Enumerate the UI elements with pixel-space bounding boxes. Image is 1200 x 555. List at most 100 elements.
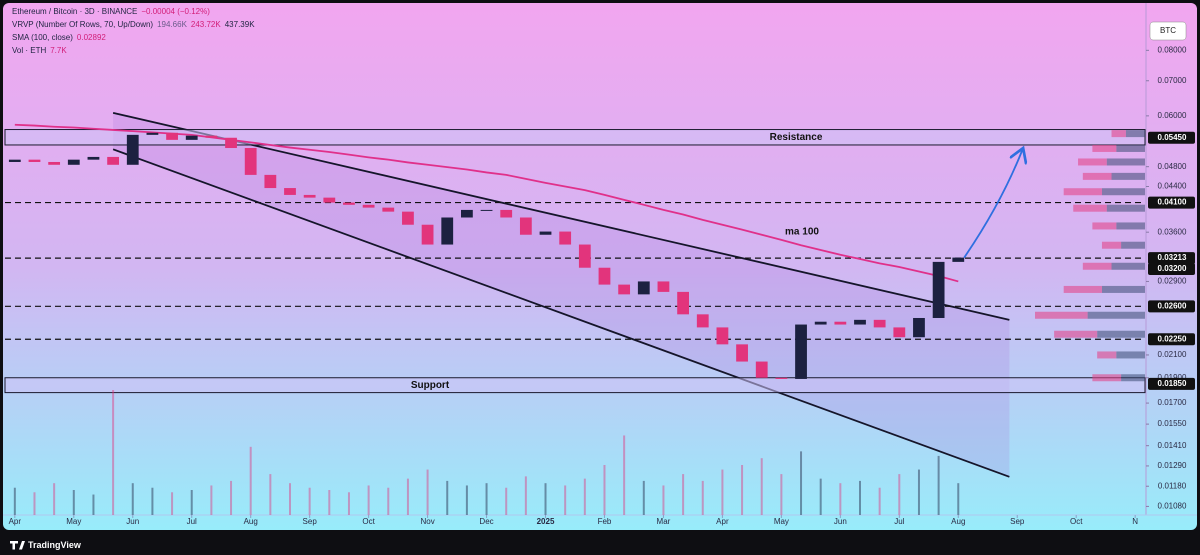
projection-arrow [963,148,1023,259]
volume-bar [53,483,56,515]
profile-down [1063,188,1102,196]
candle-body [185,135,198,140]
volume-bar [171,492,174,515]
volume-bar [583,478,586,515]
candle-body [598,267,611,285]
candle-body [461,209,473,218]
profile-up [1116,351,1145,359]
volume-bar [780,474,783,515]
channel-line [112,111,1010,321]
channel-line [112,148,1010,478]
candle-body [854,319,866,325]
volume-bar [367,485,370,515]
candle-body [67,159,80,165]
profile-down [1097,351,1117,359]
x-tick-label: Apr [9,517,22,526]
legend-volume: Vol · ETH 7.7K [12,46,71,55]
y-tick-label: 0.01900 [1158,373,1187,382]
volume-bar [190,490,193,515]
candle-body [578,244,591,268]
candle-body [402,211,414,225]
footer-brand: TradingView [28,540,82,550]
price-label-box [1148,252,1195,265]
volume-bar [406,478,409,515]
profile-down [1082,172,1112,180]
volume-bar [603,465,606,515]
volume-bar [662,485,665,515]
y-tick-label: 0.04800 [1158,162,1187,171]
candle-body [323,197,336,203]
candle-body [244,148,257,175]
candle-body [500,209,513,218]
x-tick-label: Jul [894,517,904,526]
profile-down [1054,330,1098,338]
candle-body [519,217,532,235]
candle-body [441,217,454,245]
y-tick-label: 0.03600 [1158,227,1187,236]
profile-down [1063,285,1102,293]
x-tick-label: Jun [126,517,139,526]
y-tick-label: 0.02100 [1158,350,1187,359]
candle-body [8,159,21,162]
volume-name: Vol · ETH [12,46,47,55]
profile-up [1101,285,1145,293]
band-name: Support [411,380,450,391]
candle-body [677,291,689,315]
candle-body [107,156,119,165]
candle-body [736,344,748,362]
profile-up [1106,158,1145,166]
candle-body [225,137,237,149]
candle-body [696,314,709,328]
level-band [4,377,1146,394]
last-price-box [1148,263,1195,276]
legend-vrvp: VRVP (Number Of Rows, 70, Up/Down) 194.66… [12,20,259,29]
y-tick-label: 0.01080 [1158,502,1187,511]
volume-bar [859,480,861,515]
profile-down [1092,144,1117,152]
volume-bar [131,483,134,515]
volume-bar [13,487,16,515]
candle-body [834,321,847,325]
volume-bar [544,483,547,515]
candle-body [166,132,178,140]
volume-bar [957,483,960,515]
profile-down [1101,241,1122,249]
volume-bar [898,474,901,515]
candle-body [303,194,316,198]
x-tick-label: Oct [1070,517,1083,526]
y-tick-label: 0.01550 [1158,419,1187,428]
candle-body [637,281,650,295]
currency-badge[interactable] [1149,21,1187,41]
candle-body [205,135,218,138]
vrvp-down: 243.72K [190,20,221,29]
sma-name: SMA (100, close) [12,33,73,42]
price-label: 0.01850 [1158,379,1187,388]
candle-body [795,324,807,379]
profile-down [1035,311,1088,319]
candle-body [716,327,729,345]
candle-body [657,281,670,292]
candle-body [284,188,296,195]
candle-body [893,327,906,338]
footer-logo[interactable]: TradingView [10,540,82,550]
band-name: Resistance [770,132,823,143]
y-tick-label: 0.01180 [1158,481,1187,490]
volume-bar [682,474,685,515]
y-tick-label: 0.07000 [1158,76,1187,85]
y-tick-label: 0.04400 [1158,182,1187,191]
volume-bar [92,494,95,515]
candle-body [343,202,355,205]
candle-body [28,159,41,162]
candle-body [87,156,100,160]
profile-up [1087,311,1145,319]
volume-bar [524,476,527,515]
last-price-label: 0.03200 [1158,264,1187,273]
price-label: 0.04100 [1158,198,1187,207]
volume-bar [701,480,704,515]
x-tick-label: Feb [598,517,612,526]
volume-bar [230,480,233,515]
volume-bar [249,446,252,515]
profile-down [1092,222,1117,230]
candle-body [873,319,886,328]
